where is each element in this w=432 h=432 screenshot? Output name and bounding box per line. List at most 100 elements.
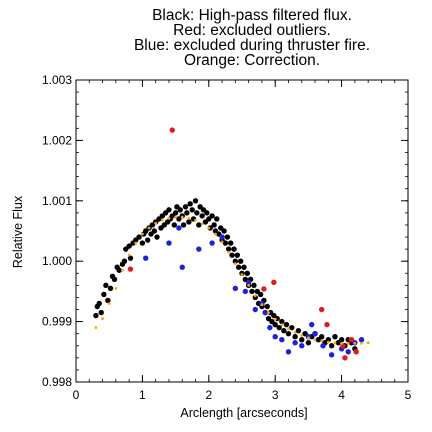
orange-data-point [227,250,231,254]
orange-data-point [247,283,251,287]
orange-data-point [353,341,357,345]
red-data-point [261,286,267,292]
orange-data-point [293,331,297,334]
y-tick-label: 0.998 [42,375,72,389]
black-data-point [338,337,345,343]
black-data-point [121,258,128,264]
orange-data-point [141,232,144,236]
red-data-point [127,266,134,272]
blue-data-point [345,349,351,355]
black-data-point [292,334,298,340]
black-data-point [257,291,264,298]
orange-data-point [233,262,237,266]
plot-frame [75,79,409,383]
chart-title: Black: High-pass filtered flux. Red: exc… [134,7,370,69]
orange-data-point [253,294,257,298]
blue-data-point [320,343,326,349]
blue-data-point [262,309,268,316]
black-data-point [251,282,257,289]
black-data-point [209,213,215,219]
x-tick-label: 4 [338,388,345,402]
orange-data-point [360,341,363,345]
black-data-point [171,222,177,228]
black-data-point [272,321,278,328]
black-data-point [177,207,183,213]
black-data-point [325,337,332,343]
black-data-point [151,228,158,234]
black-data-point [189,207,195,213]
orange-data-point [174,215,178,219]
title-line-4: Orange: Correction. [184,52,320,69]
red-data-point [353,349,359,355]
black-data-point [228,240,234,246]
y-tick-label: 1.003 [42,73,72,87]
blue-data-point [176,225,182,231]
black-data-point [116,267,122,273]
orange-data-point [194,218,197,222]
orange-data-point [187,216,191,220]
black-data-point [96,300,102,307]
black-data-point [172,210,179,216]
orange-data-point [366,341,370,345]
black-data-point [126,243,132,249]
red-data-point [324,321,330,328]
black-data-point [187,201,193,207]
black-data-point [105,297,111,304]
blue-data-point [267,324,273,331]
orange-data-point [340,341,343,345]
orange-data-point [280,323,284,327]
blue-data-point [166,240,172,246]
x-tick-label: 1 [139,388,146,402]
black-data-point [299,337,305,343]
x-tick-label: 5 [405,388,412,402]
black-data-point [186,219,192,225]
black-data-point [204,210,210,216]
blue-data-point [232,285,239,292]
black-data-point [244,270,251,276]
orange-data-point [273,317,277,321]
black-data-point [136,234,142,240]
black-data-point [107,285,114,292]
blue-data-point [272,334,278,340]
blue-data-point [242,288,249,295]
black-data-point [184,210,190,216]
red-data-point [271,279,277,286]
black-data-point [222,240,229,246]
red-data-point [169,127,175,133]
red-data-point [348,337,355,343]
black-data-point [249,288,255,295]
title-line-1: Black: High-pass filtered flux. [152,7,352,24]
orange-data-point [207,226,211,230]
blue-data-point [292,340,298,346]
orange-data-point [307,336,310,340]
orange-data-point [94,326,98,330]
orange-data-point [160,218,164,222]
blue-data-point [358,337,365,343]
black-data-point [234,252,241,258]
orange-data-point [214,232,217,236]
black-data-point [214,216,220,222]
orange-data-point [147,226,151,230]
x-axis-label: Arclength [arcseconds] [180,406,307,420]
black-data-point [224,234,231,240]
black-data-point [145,237,151,243]
black-data-point [332,334,338,340]
black-data-point [237,258,244,264]
blue-data-point [299,343,305,349]
orange-data-point [313,338,317,342]
red-data-point [318,306,325,313]
orange-data-point [267,311,270,314]
black-data-point [281,327,287,334]
orange-data-point [320,339,324,343]
orange-data-point [180,215,184,219]
orange-data-point [154,221,158,225]
black-data-point [229,252,235,258]
orange-data-point [260,303,264,307]
black-data-point [264,303,270,310]
title-line-2: Red: excluded outliers. [173,22,331,39]
black-data-point [221,228,227,234]
orange-data-point [134,241,138,245]
black-data-point [241,264,247,270]
y-tick-label: 0.999 [42,315,72,329]
